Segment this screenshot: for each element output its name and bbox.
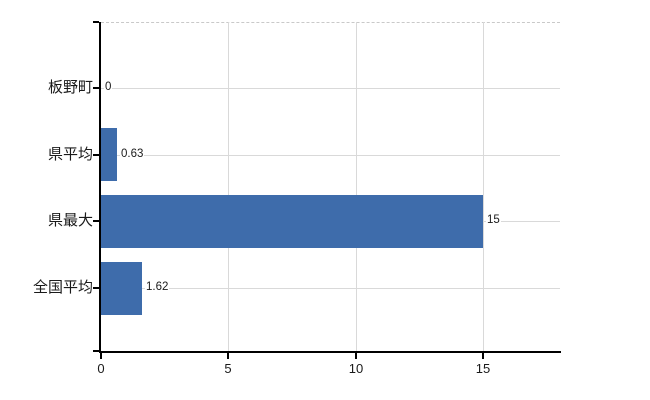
x-tick-label: 0 bbox=[97, 361, 105, 376]
y-tick bbox=[93, 220, 99, 222]
bar-value-label: 15 bbox=[486, 213, 501, 228]
bar-value-label: 0.63 bbox=[120, 147, 145, 162]
h-gridline bbox=[101, 155, 560, 156]
h-gridline bbox=[101, 288, 560, 289]
category-label: 板野町 bbox=[47, 79, 93, 96]
category-label: 県平均 bbox=[47, 146, 93, 163]
bar-value-label: 1.62 bbox=[145, 280, 170, 295]
x-tick bbox=[227, 353, 229, 359]
y-tick bbox=[93, 154, 99, 156]
x-tick bbox=[355, 353, 357, 359]
bar bbox=[101, 262, 142, 315]
bar bbox=[101, 195, 483, 248]
x-tick-label: 15 bbox=[475, 361, 491, 376]
x-tick bbox=[100, 353, 102, 359]
bar bbox=[101, 128, 117, 181]
y-axis bbox=[99, 22, 101, 353]
plot-top-border bbox=[101, 22, 560, 23]
y-tick bbox=[93, 21, 99, 23]
category-label: 県最大 bbox=[47, 212, 93, 229]
x-tick bbox=[482, 353, 484, 359]
x-axis bbox=[99, 351, 561, 353]
y-tick bbox=[93, 87, 99, 89]
x-tick-label: 10 bbox=[348, 361, 364, 376]
y-tick bbox=[93, 287, 99, 289]
v-gridline bbox=[228, 22, 229, 352]
bar-value-label: 0 bbox=[104, 80, 113, 95]
category-label: 全国平均 bbox=[32, 279, 93, 296]
h-gridline bbox=[101, 88, 560, 89]
v-gridline bbox=[483, 22, 484, 352]
v-gridline bbox=[356, 22, 357, 352]
x-tick-label: 5 bbox=[224, 361, 232, 376]
y-tick bbox=[93, 350, 99, 352]
